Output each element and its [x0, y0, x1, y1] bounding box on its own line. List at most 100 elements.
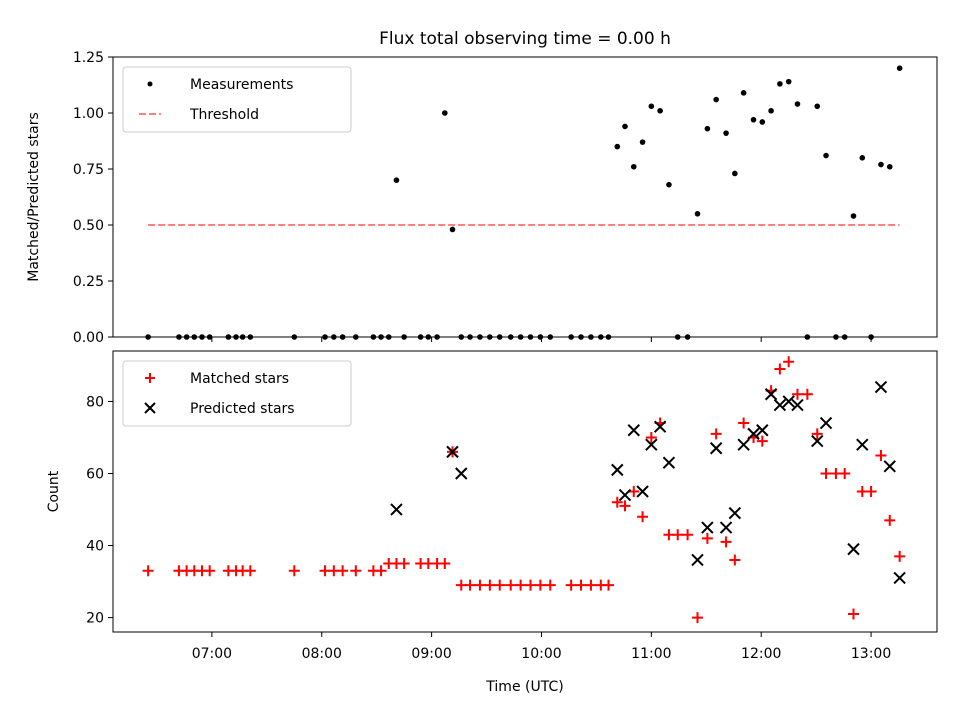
- predicted-star-point: [455, 467, 468, 480]
- x-tick-label: 13:00: [851, 646, 891, 662]
- y-tick-label: 40: [86, 539, 104, 555]
- y-axis-label: Matched/Predicted stars: [26, 112, 42, 282]
- matched-star-point: [544, 579, 556, 591]
- measurement-point: [449, 226, 456, 233]
- measurement-point: [740, 90, 747, 96]
- x-axis-label: Time (UTC): [485, 679, 563, 695]
- predicted-star-point: [874, 380, 888, 394]
- measurement-point: [657, 107, 663, 114]
- legend-label: Matched stars: [190, 371, 289, 387]
- measurement-point: [704, 125, 711, 132]
- matched-star-point: [848, 608, 860, 620]
- series-measurements: [145, 65, 903, 340]
- matched-star-point: [474, 579, 486, 591]
- legend-box: [122, 360, 352, 427]
- predicted-star-point: [691, 553, 704, 567]
- x-tick-label: 12:00: [741, 646, 781, 662]
- legend-label: Threshold: [189, 107, 259, 123]
- matched-star-point: [811, 428, 823, 440]
- matched-star-point: [839, 467, 851, 479]
- y-tick-label: 1.25: [73, 50, 104, 66]
- matched-star-point: [288, 565, 300, 577]
- star-count-panel: Count 20 40 60 80 07:00 08:00 09:00 10:00 11:00 12…: [46, 350, 938, 695]
- measurement-point: [750, 116, 757, 123]
- measurement-point: [896, 65, 903, 71]
- matched-star-point: [204, 565, 216, 577]
- legend-label: Predicted stars: [190, 401, 295, 417]
- measurement-point: [785, 78, 792, 85]
- legend-marker: [144, 402, 156, 414]
- matched-star-point: [515, 579, 527, 591]
- matched-star-point: [774, 363, 786, 375]
- matched-star-point: [575, 579, 587, 591]
- measurement-point: [639, 139, 646, 145]
- predicted-star-point: [819, 416, 833, 430]
- matched-star-point: [865, 486, 877, 497]
- predicted-star-point: [709, 442, 723, 455]
- matched-star-point: [820, 467, 832, 479]
- measurement-point: [393, 177, 400, 183]
- predicted-star-point: [618, 488, 632, 502]
- matched-star-point: [884, 514, 896, 526]
- matched-star-point: [534, 579, 546, 591]
- measurement-point: [759, 119, 766, 125]
- legend: Matched stars Predicted stars: [122, 360, 352, 427]
- matched-star-point: [375, 565, 387, 577]
- x-tick-label: 10:00: [521, 646, 561, 662]
- y-tick-label: 0.75: [73, 162, 104, 178]
- matched-star-point: [801, 388, 813, 400]
- measurement-point: [768, 107, 774, 114]
- predicted-star-point: [446, 445, 459, 459]
- flux-ratio-panel: Flux total observing time = 0.00 h Matche…: [26, 29, 938, 346]
- matched-star-point: [565, 579, 577, 591]
- matched-star-point: [672, 529, 684, 541]
- predicted-star-point: [390, 503, 403, 516]
- predicted-star-point: [847, 542, 860, 556]
- measurement-point: [630, 163, 637, 170]
- matched-star-point: [875, 449, 887, 461]
- matched-star-point: [484, 579, 496, 591]
- measurement-point: [694, 211, 701, 217]
- measurement-point: [648, 103, 655, 110]
- x-tick-label: 08:00: [302, 646, 342, 662]
- matched-star-point: [505, 579, 517, 591]
- predicted-star-point: [645, 438, 658, 451]
- plot-frame: [112, 56, 938, 338]
- y-tick-label: 80: [86, 394, 104, 410]
- legend: Measurements Threshold: [122, 66, 352, 133]
- predicted-star-point: [811, 434, 824, 448]
- y-tick-label: 20: [86, 611, 104, 627]
- matched-star-point: [701, 532, 713, 544]
- matched-star-point: [524, 579, 536, 591]
- matched-star-point: [337, 565, 349, 577]
- legend-label: Measurements: [190, 77, 293, 93]
- matched-star-point: [791, 388, 803, 400]
- predicted-star-point: [737, 438, 750, 451]
- chart-title: Flux total observing time = 0.00 h: [379, 29, 671, 49]
- predicted-star-point: [728, 506, 742, 520]
- matched-star-point: [720, 536, 732, 548]
- y-tick-label: 0.50: [73, 218, 104, 234]
- matched-star-point: [756, 435, 768, 447]
- y-axis-label: Count: [46, 470, 62, 512]
- matched-star-point: [691, 612, 703, 624]
- predicted-star-point: [636, 485, 649, 498]
- matched-star-point: [783, 356, 795, 368]
- predicted-star-point: [611, 463, 624, 477]
- matched-star-point: [628, 486, 640, 497]
- matched-star-point: [611, 496, 623, 508]
- y-tick-label: 0.00: [73, 330, 104, 346]
- measurement-point: [666, 181, 672, 188]
- predicted-star-point: [773, 398, 787, 412]
- predicted-star-point: [893, 571, 906, 585]
- matched-star-point: [464, 579, 476, 591]
- measurement-point: [814, 103, 821, 110]
- measurement-point: [713, 96, 719, 103]
- measurement-point: [732, 170, 738, 177]
- series-matched-stars: [142, 356, 906, 624]
- matched-star-point: [619, 500, 631, 512]
- matched-star-point: [602, 579, 614, 591]
- measurement-point: [878, 161, 884, 168]
- measurement-point: [622, 123, 628, 130]
